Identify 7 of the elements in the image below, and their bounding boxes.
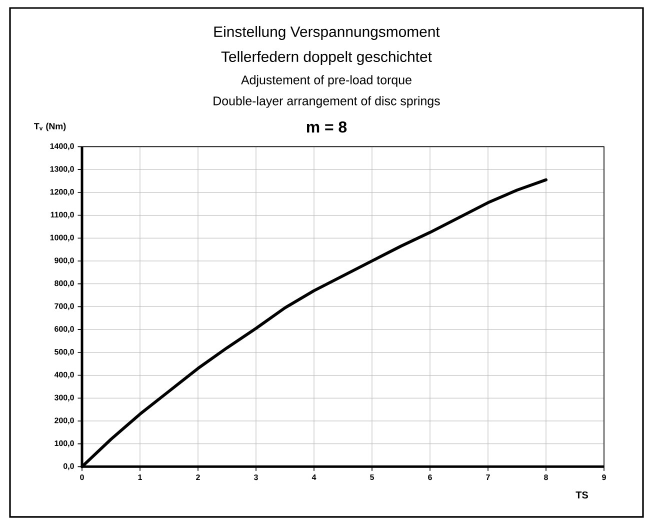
chart-title: Einstellung Verspannungsmoment (214, 26, 440, 40)
chart-subtitle: Tellerfedern doppelt geschichtet (221, 51, 432, 65)
text: Double-layer arrangement of disc springs (214, 96, 440, 108)
text: Adjustement of pre-load torque (241, 75, 412, 87)
y-axis-title: T$_{v}$ (Nm) (34, 122, 66, 132)
x-axis-title: TS (576, 491, 588, 499)
text: m = 8 (306, 121, 347, 133)
